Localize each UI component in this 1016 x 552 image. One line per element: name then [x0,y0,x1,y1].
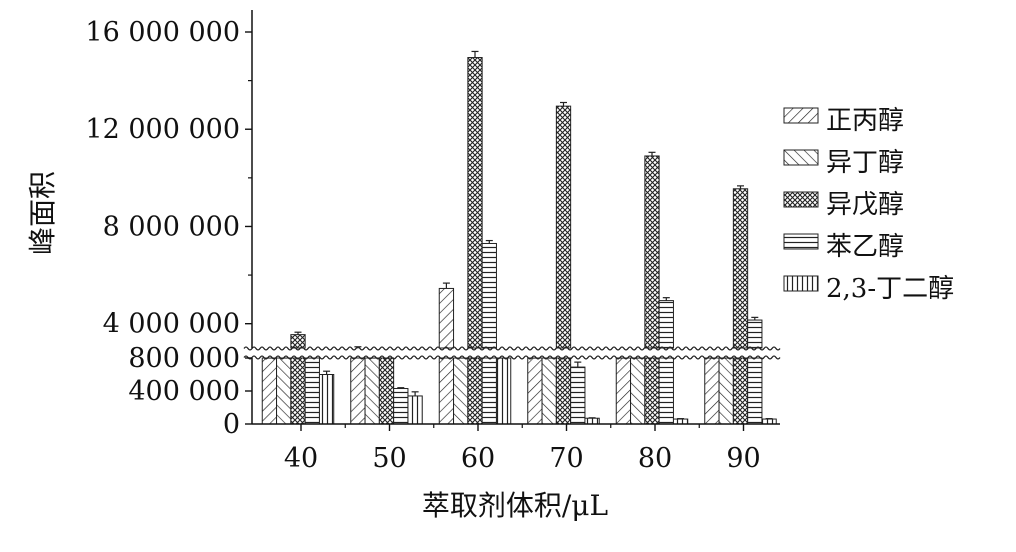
bar-80-series-1-lower [615,357,632,425]
bar-50-series-1-lower [350,357,366,425]
y-tick-label: 12 000 000 [85,114,240,145]
bar-90-series-4-lower [747,357,763,425]
legend-label: 苯乙醇 [826,232,904,262]
x-tick-label: 90 [726,443,760,474]
legend-swatch [783,233,819,250]
bar-70-series-4 [570,366,586,425]
bar-60-series-3-lower [467,357,483,425]
y-tick-label: 8 000 000 [103,211,240,242]
y-tick-label: 0 [223,409,240,440]
bar-80-series-4 [658,300,674,349]
bar-60-series-4-lower [481,357,497,425]
bar-70-series-2-lower [541,357,557,425]
legend-swatch [783,275,819,292]
bar-60-series-1-lower [438,357,455,425]
bar-90-series-1-lower [704,357,720,425]
legend-label: 异戊醇 [826,190,904,220]
bar-90-series-3-lower [732,357,749,425]
bar-50-series-3-lower [378,357,395,425]
y-tick-label: 4 000 000 [103,309,240,340]
plot-area [243,50,781,425]
bar-70-series-3 [555,105,572,349]
y-tick-label: 800 000 [128,343,240,374]
axis-break-band [244,348,780,358]
y-tick-label: 16 000 000 [85,17,240,48]
bar-50-series-5 [407,395,423,425]
legend-swatch [783,149,819,166]
x-tick-label: 40 [284,443,318,474]
bar-40-series-5 [318,374,335,425]
bar-90-series-2-lower [718,357,734,425]
bar-80-series-2-lower [630,357,646,425]
bar-80-series-3-lower [644,357,660,425]
bar-60-series-5 [495,357,512,425]
x-tick-label: 50 [372,443,406,474]
axis-break-upper-edge [243,346,781,351]
legend-label: 正丙醇 [826,106,904,136]
bar-70-series-3-lower [555,357,572,425]
y-axis-title: 峰面积 [26,171,59,255]
bar-40-series-3-lower [290,357,306,425]
bar-80-series-4-lower [658,357,674,425]
bar-40-series-2-lower [276,357,292,425]
bar-40-series-1-lower [261,357,278,425]
bar-50-series-2-lower [364,357,380,425]
legend-label: 2,3-丁二醇 [826,274,954,304]
bar-70-series-5 [584,417,600,425]
legend-swatch [783,107,819,124]
bar-60-series-2-lower [453,357,469,425]
legend-swatch [783,191,819,208]
y-tick-label: 400 000 [128,376,240,407]
bar-90-series-3 [732,188,749,349]
axis-break-lower-edge [243,355,781,360]
bar-40-series-3 [290,334,306,349]
x-tick-label: 80 [638,443,672,474]
bar-60-series-4 [481,242,497,349]
bar-70-series-1-lower [527,357,543,425]
bar-50-series-4 [393,388,409,425]
x-tick-label: 60 [461,443,495,474]
x-tick-label: 70 [549,443,583,474]
bar-90-series-4 [747,319,763,349]
bar-40-series-4-lower [304,357,320,425]
x-axis-title: 萃取剂体积/μL [422,489,608,522]
bar-60-series-3 [467,57,483,349]
bar-80-series-3 [644,155,660,349]
bar-60-series-1 [438,287,455,349]
legend-label: 异丁醇 [826,148,904,178]
